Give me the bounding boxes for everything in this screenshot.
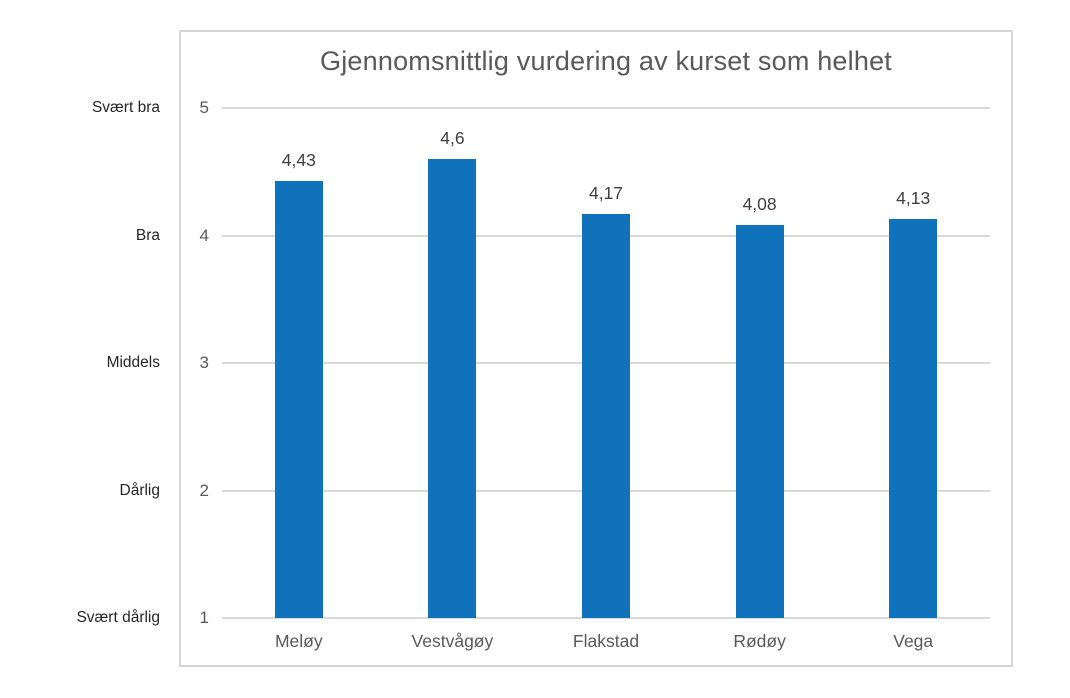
y-axis-qualitative-label: Middels [106, 354, 160, 371]
y-tick-label: 4 [199, 225, 209, 245]
y-axis-qualitative-label: Svært dårlig [76, 609, 160, 626]
bar-value-label: 4,6 [440, 128, 465, 148]
x-category-label: Rødøy [733, 631, 786, 651]
y-axis-qualitative-label: Dårlig [119, 481, 160, 499]
chart-title: Gjennomsnittlig vurdering av kurset som … [320, 46, 892, 76]
y-axis-qualitative-label: Bra [135, 226, 160, 244]
y-axis-qualitative-label: Svært bra [91, 99, 160, 116]
y-tick-label: 2 [199, 480, 209, 500]
bar [582, 213, 630, 618]
y-tick-label: 1 [199, 608, 209, 627]
bar-value-label: 4,08 [742, 194, 777, 215]
bar-value-label: 4,13 [896, 187, 931, 208]
y-tick-label: 3 [199, 353, 209, 372]
bar [274, 180, 323, 618]
bar-value-label: 4,43 [281, 149, 316, 170]
y-tick-label: 5 [199, 98, 209, 117]
chart-container: Gjennomsnittlig vurdering av kurset som … [179, 30, 1013, 667]
bar-value-label: 4,17 [588, 182, 624, 203]
x-category-label: Vestvågøy [411, 631, 494, 651]
bar [889, 218, 938, 618]
bar [428, 159, 477, 618]
x-category-label: Flakstad [572, 631, 640, 651]
x-category-label: Meløy [274, 631, 323, 651]
x-category-label: Vega [893, 631, 934, 651]
gridline [222, 617, 990, 619]
bar [735, 225, 784, 618]
gridline [222, 107, 990, 109]
